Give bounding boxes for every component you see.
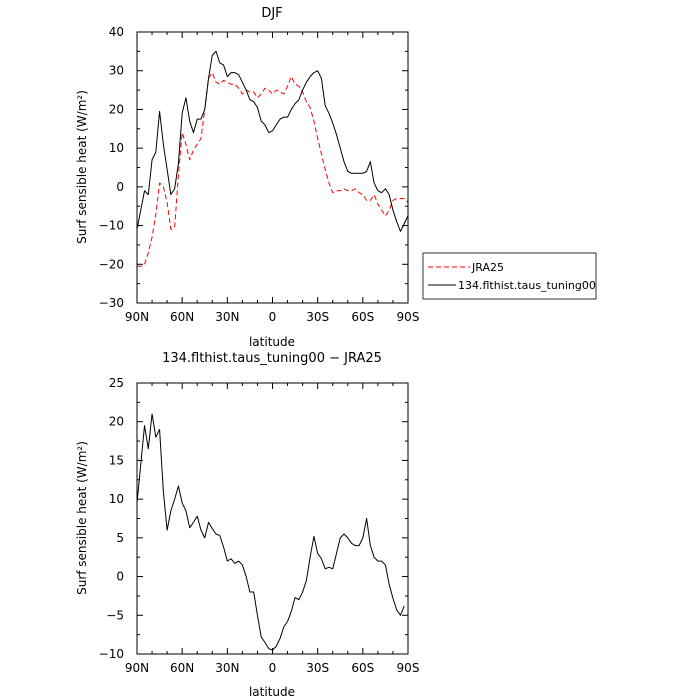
legend-box (422, 252, 597, 300)
bottom-x-tick-label: 60S (351, 661, 374, 675)
bottom-panel-title: 134.flthist.taus_tuning00 − JRA25 (162, 351, 382, 366)
bottom-axis-ticks: 90N 60N 30N 0 30S 60S 90S −10 −5 0 5 10 15 20 25 (99, 376, 420, 675)
top-series-line-1 (136, 50, 409, 232)
legend-label-model: 134.flthist.taus_tuning00 (458, 279, 596, 292)
bottom-y-tick-label: 0 (116, 570, 124, 584)
top-y-tick-label: 30 (109, 64, 124, 78)
bottom-y-tick-label: 25 (109, 376, 124, 390)
top-x-tick-label: 30S (306, 310, 329, 324)
top-y-axis-title: Surf sensible heat (W/m²) (75, 90, 89, 244)
top-x-tick-label: 90N (125, 310, 149, 324)
bottom-y-tick-label: 20 (109, 415, 124, 429)
bottom-series-lines (136, 413, 405, 651)
bottom-x-tick-label: 30S (306, 661, 329, 675)
top-x-axis-title: latitude (249, 335, 295, 349)
top-x-tick-label: 90S (397, 310, 420, 324)
top-y-tick-label: −10 (99, 219, 124, 233)
top-y-tick-label: 0 (116, 180, 124, 194)
bottom-y-tick-label: 5 (116, 531, 124, 545)
top-x-tick-label: 0 (269, 310, 277, 324)
top-y-tick-label: 10 (109, 141, 124, 155)
top-panel-title: DJF (261, 6, 282, 21)
top-y-tick-label: −20 (99, 257, 124, 271)
top-y-tick-label: 40 (109, 25, 124, 39)
legend-label-jra25: JRA25 (471, 261, 504, 274)
bottom-x-tick-label: 30N (215, 661, 239, 675)
legend: JRA25 134.flthist.taus_tuning00 (422, 252, 597, 300)
top-series-lines (136, 50, 409, 267)
top-x-tick-label: 60S (351, 310, 374, 324)
bottom-x-tick-label: 0 (269, 661, 277, 675)
bottom-plot-frame (136, 382, 409, 655)
bottom-y-tick-label: 15 (109, 453, 124, 467)
bottom-y-axis-title: Surf sensible heat (W/m²) (75, 441, 89, 595)
bottom-x-tick-label: 90N (125, 661, 149, 675)
top-x-tick-label: 30N (215, 310, 239, 324)
top-panel-djf: DJF 90N 60N 30N 0 30S 60S 90S −30 −20 −10 0 10 20 30 4… (75, 6, 597, 349)
top-axis-ticks: 90N 60N 30N 0 30S 60S 90S −30 −20 −10 0 10 20 30 40 (99, 25, 420, 324)
bottom-y-tick-label: 10 (109, 492, 124, 506)
top-x-tick-label: 60N (170, 310, 194, 324)
bottom-y-tick-label: −10 (99, 647, 124, 661)
top-plot-frame (136, 31, 409, 304)
bottom-x-axis-title: latitude (249, 685, 295, 699)
top-y-tick-label: 20 (109, 102, 124, 116)
top-y-tick-label: −30 (99, 296, 124, 310)
bottom-x-tick-label: 90S (397, 661, 420, 675)
bottom-y-tick-label: −5 (106, 608, 124, 622)
bottom-x-tick-label: 60N (170, 661, 194, 675)
bottom-series-line-0 (136, 413, 405, 651)
bottom-panel-difference: 134.flthist.taus_tuning00 − JRA25 90N 60N… (75, 351, 419, 699)
